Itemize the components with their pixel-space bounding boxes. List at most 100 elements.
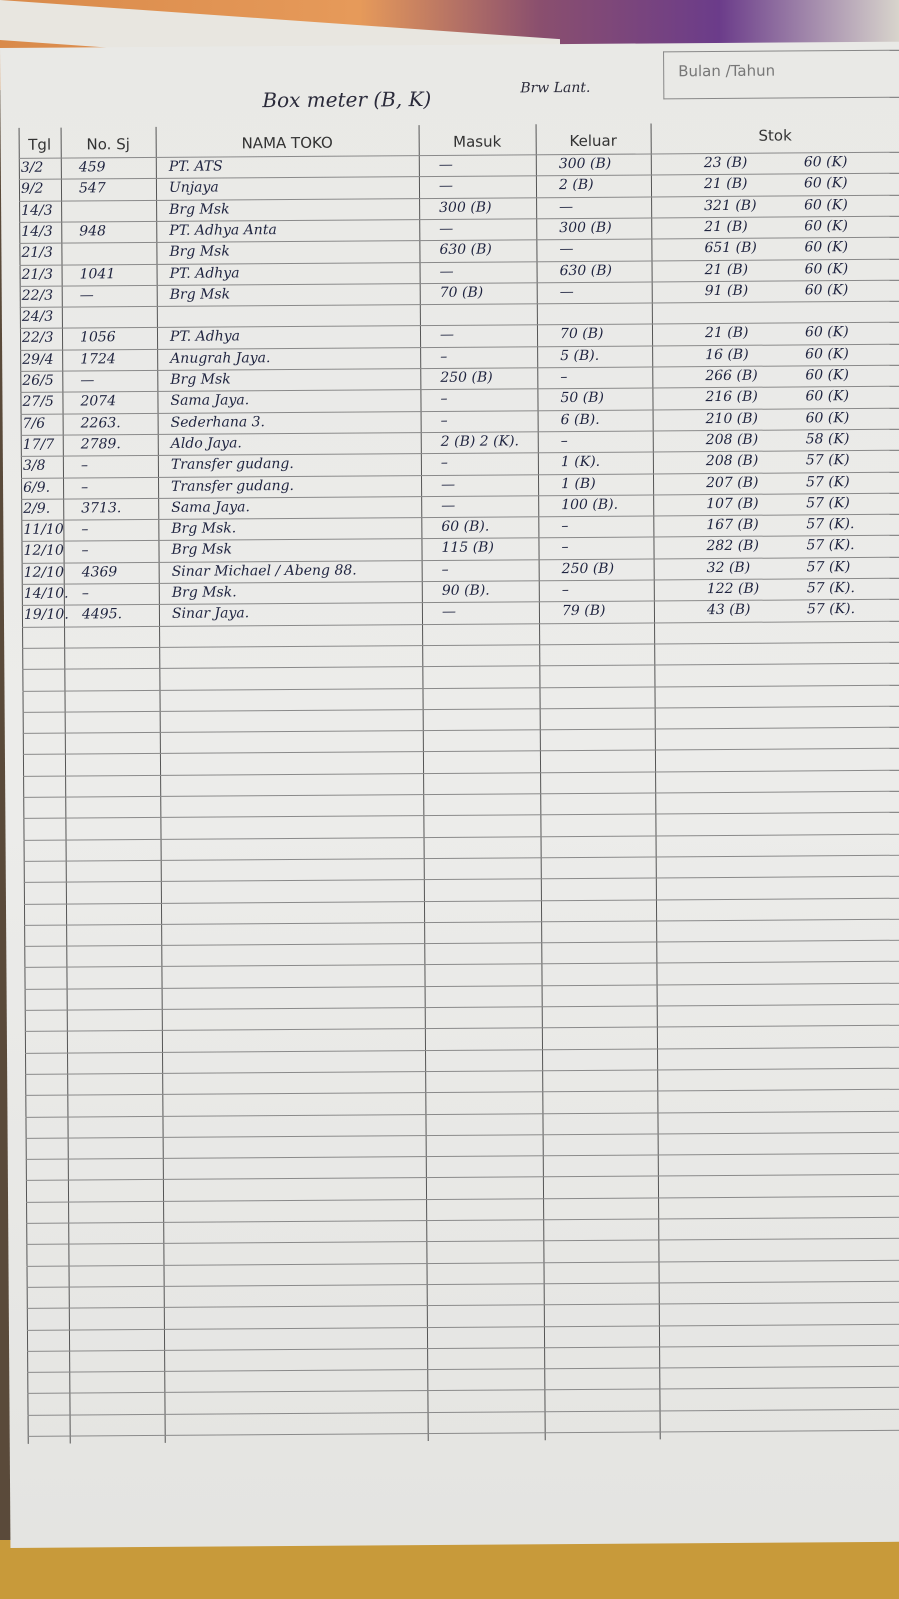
cell-no-sj: 1724	[80, 350, 116, 368]
cell-nama-toko: Transfer gudang.	[171, 477, 295, 495]
cell-keluar: 5 (B).	[560, 347, 600, 364]
cell-keluar: —	[559, 198, 574, 215]
cell-nama-toko: Sama Jaya.	[171, 499, 250, 516]
cell-stok-b: 266 (B)	[705, 367, 758, 385]
period-label: Bulan /Tahun	[678, 61, 776, 81]
ruled-line	[25, 1152, 899, 1160]
cell-tgl: 11/10	[23, 521, 64, 538]
page-subtitle: Brw Lant.	[520, 79, 591, 97]
cell-stok-k: 57 (K).	[806, 601, 856, 618]
cell-keluar: 1 (K).	[560, 454, 601, 471]
cell-stok-k: 60 (K)	[805, 409, 850, 426]
cell-stok-b: 207 (B)	[705, 474, 759, 491]
header-nama-toko: NAMA TOKO	[241, 133, 333, 153]
cell-masuk: –	[440, 455, 448, 472]
cell-stok-k: 57 (K)	[805, 452, 850, 469]
cell-stok-k: 60 (K)	[803, 175, 848, 192]
cell-masuk: –	[440, 348, 448, 365]
cell-masuk: 60 (B).	[441, 518, 490, 536]
cell-stok-b: 167 (B)	[706, 516, 759, 534]
ruled-line	[20, 343, 899, 351]
cell-nama-toko: Brg Msk.	[171, 520, 237, 537]
cell-stok-b: 208 (B)	[705, 431, 759, 448]
cell-masuk: –	[440, 412, 448, 429]
ruled-line	[21, 492, 899, 500]
ruled-line	[18, 173, 899, 181]
cell-stok-b: 651 (B)	[704, 239, 757, 257]
cell-keluar: 50 (B)	[560, 390, 604, 407]
ruled-line	[23, 897, 899, 905]
cell-keluar: –	[561, 518, 569, 535]
cell-tgl: 2/9.	[23, 500, 51, 517]
cell-stok-k: 57 (K).	[806, 580, 855, 597]
cell-masuk: —	[441, 476, 456, 493]
header-masuk: Masuk	[453, 132, 502, 151]
ruled-line	[20, 449, 899, 458]
cell-no-sj: 2789.	[80, 436, 121, 453]
cell-nama-toko: PT. Adhya	[169, 264, 240, 282]
cell-stok-b: 32 (B)	[706, 559, 751, 576]
ruled-line	[19, 322, 899, 330]
cell-keluar: —	[559, 241, 574, 258]
cell-keluar: 6 (B).	[560, 411, 600, 428]
cell-nama-toko: Brg Msk	[169, 286, 231, 303]
ruled-line	[24, 961, 899, 969]
cell-tgl: 12/10	[23, 542, 64, 560]
cell-no-sj: –	[81, 585, 89, 602]
ruled-line	[24, 1024, 899, 1033]
cell-no-sj: –	[81, 521, 89, 538]
cell-masuk: –	[440, 391, 448, 408]
cell-masuk: 70 (B)	[439, 284, 484, 301]
cell-keluar: 79 (B)	[561, 603, 606, 620]
ruled-line	[21, 556, 899, 564]
cell-no-sj: 1041	[79, 265, 116, 282]
ruled-line	[27, 1344, 899, 1352]
ruled-line	[26, 1301, 899, 1310]
cell-tgl: 17/7	[22, 436, 55, 453]
ruled-line	[22, 662, 899, 671]
cell-no-sj: 4369	[81, 563, 118, 581]
cell-no-sj: 547	[78, 180, 106, 197]
ruled-line	[23, 769, 899, 777]
cell-tgl: 24/3	[21, 308, 54, 325]
ruled-line	[23, 790, 899, 798]
cell-keluar: 300 (B)	[558, 155, 612, 173]
cell-keluar: 70 (B)	[559, 326, 604, 343]
cell-nama-toko: PT. Adhya Anta	[169, 221, 277, 239]
cell-keluar: 2 (B)	[558, 177, 594, 194]
cell-nama-toko: Sinar Michael / Abeng 88.	[171, 562, 357, 580]
ruled-line	[25, 1088, 899, 1097]
cell-tgl: 22/3	[21, 330, 54, 347]
ruled-line	[27, 1408, 899, 1416]
cell-nama-toko: Brg Msk	[170, 371, 231, 388]
cell-masuk: —	[439, 220, 454, 237]
cell-masuk: —	[439, 327, 455, 344]
cell-tgl: 14/10.	[23, 585, 69, 602]
ruled-line	[26, 1259, 899, 1267]
ruled-line	[26, 1195, 899, 1203]
ruled-line	[24, 918, 899, 926]
cell-keluar: 250 (B)	[561, 560, 615, 577]
cell-stok-b: 21 (B)	[704, 218, 748, 235]
cell-stok-k: 58 (K)	[805, 430, 850, 448]
cell-stok-k: 60 (K)	[804, 196, 848, 213]
cell-masuk: 250 (B)	[440, 369, 493, 386]
ruled-line	[23, 854, 899, 862]
ruled-line	[22, 641, 899, 649]
ruled-line	[19, 215, 899, 223]
ruled-line	[20, 386, 899, 394]
column-divider	[418, 125, 429, 1442]
cell-stok-b: 122 (B)	[706, 580, 760, 598]
ruled-line	[22, 705, 899, 713]
cell-stok-k: 60 (K)	[804, 324, 849, 341]
cell-no-sj: 948	[79, 223, 107, 240]
cell-nama-toko: Brg Msk	[171, 541, 232, 559]
cell-nama-toko: Brg Msk	[169, 200, 230, 218]
ruled-line	[24, 1003, 899, 1011]
column-divider	[18, 127, 29, 1444]
ruled-line	[26, 1237, 899, 1246]
cell-stok-k: 57 (K)	[806, 558, 851, 576]
cell-stok-b: 321 (B)	[704, 197, 757, 214]
ruled-line	[25, 1046, 899, 1054]
cell-stok-k: 57 (K)	[805, 473, 850, 490]
